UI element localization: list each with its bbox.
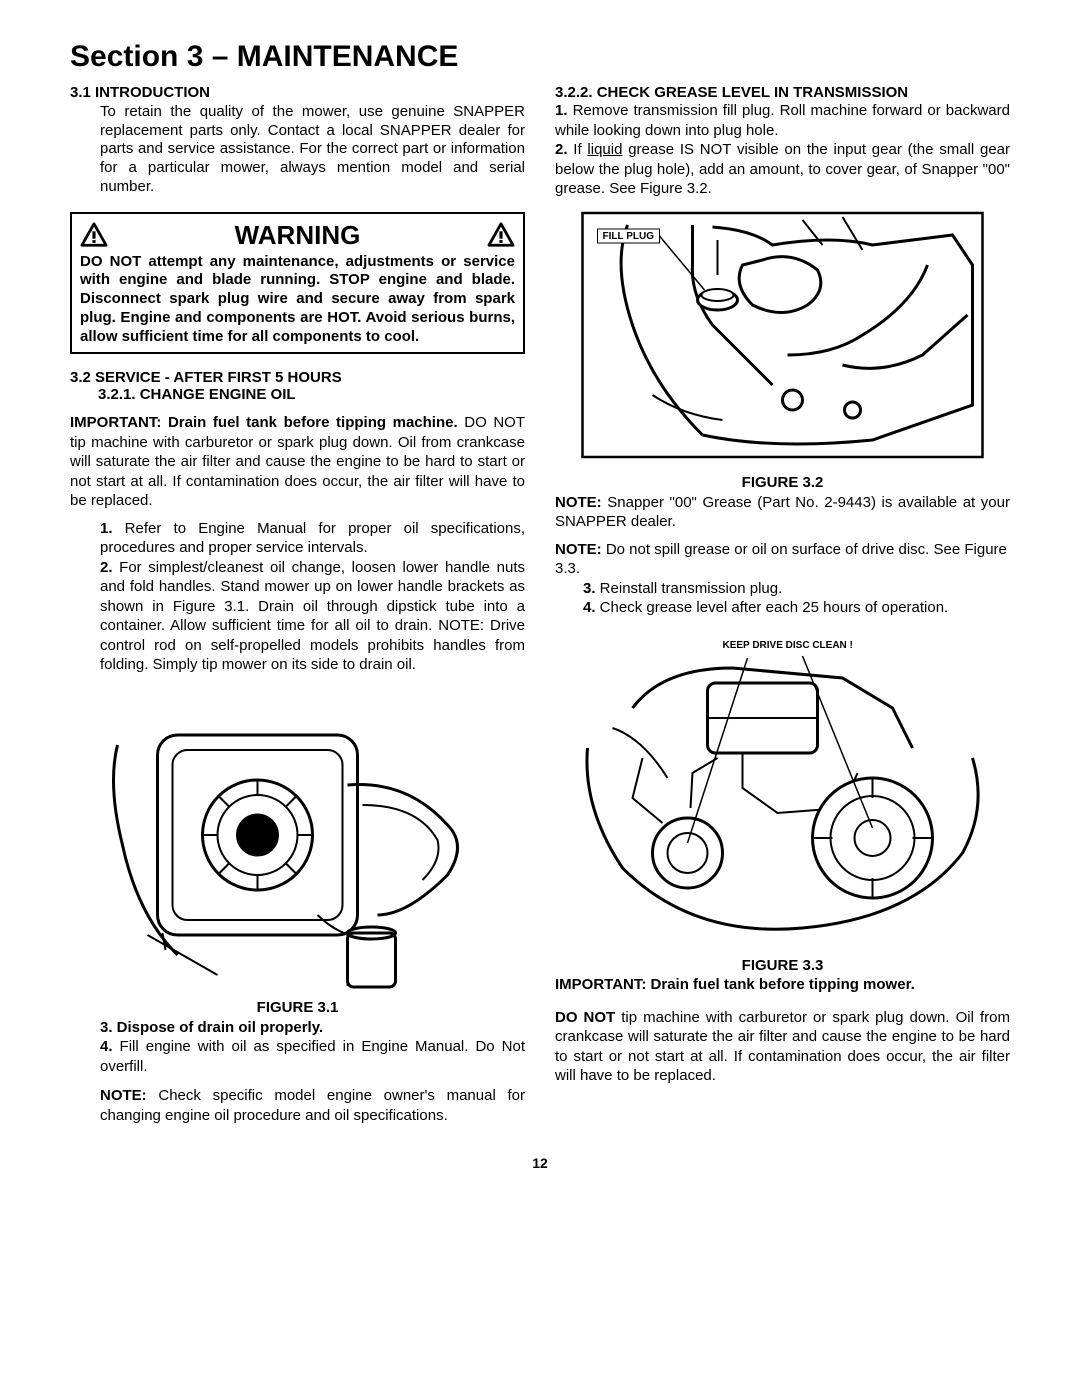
figure-3-2-illustration: FILL PLUG: [555, 205, 1010, 465]
trans-step-3: 3. Reinstall transmission plug.: [583, 579, 1010, 599]
trans-step-2: 2. If liquid grease IS NOT visible on th…: [555, 140, 1010, 199]
intro-section: 3.1 INTRODUCTION To retain the quality o…: [70, 84, 525, 197]
figure-3-3-caption: FIGURE 3.3: [555, 957, 1010, 974]
step-1: 1. Refer to Engine Manual for proper oil…: [100, 519, 525, 558]
page-title: Section 3 – MAINTENANCE: [70, 40, 1010, 74]
note-paragraph: NOTE: Check specific model engine owner'…: [100, 1086, 525, 1125]
note-2: NOTE: Do not spill grease or oil on surf…: [555, 540, 1010, 579]
heading-3-2: 3.2 SERVICE - AFTER FIRST 5 HOURS: [70, 369, 525, 386]
step-4: 4. Fill engine with oil as specified in …: [100, 1037, 525, 1076]
step-2: 2. For simplest/cleanest oil change, loo…: [100, 558, 525, 675]
page-number: 12: [70, 1155, 1010, 1171]
heading-3-2-2: 3.2.2. CHECK GREASE LEVEL IN TRANSMISSIO…: [555, 84, 1010, 101]
trans-step-4: 4. Check grease level after each 25 hour…: [583, 598, 1010, 618]
post-figure-steps: 3. Dispose of drain oil properly. 4. Fil…: [70, 1018, 525, 1126]
figure-3-2-caption: FIGURE 3.2: [555, 474, 1010, 491]
step-3: 3. Dispose of drain oil properly.: [100, 1018, 525, 1038]
note-1: NOTE: Snapper "00" Grease (Part No. 2-94…: [555, 493, 1010, 532]
intro-body: To retain the quality of the mower, use …: [100, 103, 525, 195]
figure-3-3-illustration: KEEP DRIVE DISC CLEAN !: [555, 628, 1010, 948]
trans-steps-3-4: 3. Reinstall transmission plug. 4. Check…: [555, 579, 1010, 618]
figure-3-2: FILL PLUG FIGURE 3.2: [555, 205, 1010, 491]
warning-icon-left: [80, 222, 108, 248]
trans-step-1: 1. Remove transmission fill plug. Roll m…: [555, 101, 1010, 140]
drive-disc-label: KEEP DRIVE DISC CLEAN !: [723, 640, 853, 651]
warning-header: WARNING: [80, 220, 515, 251]
figure-3-1: FIGURE 3.1: [70, 685, 525, 1016]
important-2: IMPORTANT: Drain fuel tank before tippin…: [555, 976, 1010, 993]
two-column-layout: 3.1 INTRODUCTION To retain the quality o…: [70, 84, 1010, 1125]
right-column: 3.2.2. CHECK GREASE LEVEL IN TRANSMISSIO…: [555, 84, 1010, 1125]
figure-3-1-illustration: [70, 685, 525, 990]
left-column: 3.1 INTRODUCTION To retain the quality o…: [70, 84, 525, 1125]
figure-3-1-caption: FIGURE 3.1: [70, 999, 525, 1016]
intro-heading: 3.1 INTRODUCTION: [70, 84, 525, 103]
important-lead: IMPORTANT: Drain fuel tank before tippin…: [70, 414, 458, 431]
figure-3-3: KEEP DRIVE DISC CLEAN ! FIGURE 3.3: [555, 628, 1010, 974]
warning-icon-right: [487, 222, 515, 248]
oil-change-steps: 1. Refer to Engine Manual for proper oil…: [70, 519, 525, 675]
do-not-paragraph: DO NOT tip machine with carburetor or sp…: [555, 1008, 1010, 1086]
warning-body: DO NOT attempt any maintenance, adjustme…: [80, 253, 515, 347]
fill-plug-label: FILL PLUG: [603, 231, 655, 242]
warning-title: WARNING: [108, 220, 487, 251]
warning-box: WARNING DO NOT attempt any maintenance, …: [70, 212, 525, 355]
important-paragraph: IMPORTANT: Drain fuel tank before tippin…: [70, 413, 525, 511]
heading-3-2-1: 3.2.1. CHANGE ENGINE OIL: [70, 386, 525, 403]
